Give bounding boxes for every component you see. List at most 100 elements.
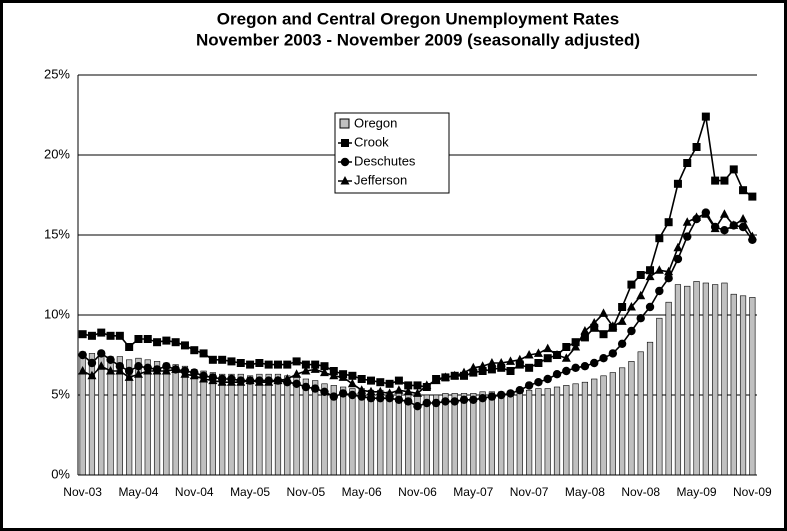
marker — [487, 392, 497, 401]
marker — [78, 366, 88, 375]
marker — [171, 364, 181, 373]
x-tick-label: Nov-09 — [733, 485, 772, 499]
bar — [274, 373, 282, 476]
marker — [608, 321, 618, 330]
marker — [283, 360, 292, 369]
marker — [282, 374, 292, 383]
marker — [190, 346, 199, 355]
bar — [312, 380, 319, 476]
marker — [450, 370, 460, 380]
bar — [646, 341, 654, 476]
marker — [636, 314, 645, 323]
bar — [619, 367, 626, 476]
marker — [617, 339, 627, 348]
bar — [405, 393, 412, 476]
marker — [217, 377, 227, 386]
marker — [478, 361, 488, 370]
bar — [516, 389, 523, 476]
marker — [357, 392, 366, 401]
marker — [654, 265, 664, 274]
bar — [684, 285, 691, 476]
bar — [498, 391, 505, 476]
marker — [245, 375, 255, 385]
bar — [488, 391, 496, 476]
marker — [599, 330, 608, 339]
marker — [134, 335, 143, 343]
marker — [497, 390, 506, 400]
bar — [163, 362, 170, 476]
bar — [181, 365, 189, 476]
bar — [460, 393, 468, 476]
marker — [524, 350, 534, 359]
marker — [320, 387, 329, 396]
marker — [125, 343, 134, 351]
marker — [431, 398, 441, 408]
bar — [321, 383, 328, 476]
marker — [413, 381, 422, 390]
marker — [106, 366, 116, 375]
x-tick-label: Nov-07 — [510, 485, 549, 499]
marker — [255, 359, 264, 367]
bar — [581, 381, 589, 476]
marker — [599, 354, 608, 363]
marker — [506, 356, 516, 365]
bar — [377, 389, 384, 476]
marker — [162, 336, 171, 345]
marker — [78, 330, 87, 339]
marker — [329, 392, 338, 401]
marker — [310, 364, 320, 373]
bar — [451, 393, 458, 476]
bar — [339, 386, 347, 476]
marker — [264, 360, 273, 369]
bar — [544, 388, 551, 476]
marker — [692, 212, 702, 221]
marker — [571, 363, 580, 372]
marker — [673, 179, 682, 188]
marker — [562, 343, 571, 351]
y-tick-label: 0% — [51, 466, 70, 481]
bar — [637, 351, 644, 476]
marker — [227, 357, 236, 366]
marker — [357, 385, 367, 394]
marker — [413, 402, 422, 411]
marker — [143, 335, 152, 343]
bar — [442, 393, 449, 476]
marker — [487, 358, 497, 367]
bar — [191, 369, 198, 476]
chart-subtitle: November 2003 - November 2009 (seasonall… — [196, 30, 640, 49]
marker — [580, 333, 589, 342]
marker — [153, 338, 162, 347]
legend-marker — [341, 139, 349, 147]
bar — [730, 293, 737, 476]
bar — [591, 378, 598, 476]
marker — [431, 375, 441, 385]
marker — [673, 254, 683, 264]
bar — [665, 301, 672, 476]
marker — [701, 209, 711, 218]
marker — [124, 366, 134, 376]
marker — [152, 366, 162, 375]
marker — [664, 266, 674, 276]
marker — [682, 217, 692, 226]
marker — [338, 372, 348, 381]
marker — [394, 395, 404, 404]
marker — [738, 214, 748, 223]
marker — [645, 271, 655, 281]
marker — [254, 377, 264, 386]
marker — [301, 360, 310, 369]
bar — [367, 389, 375, 476]
marker — [617, 316, 627, 325]
marker — [273, 375, 283, 385]
bar — [479, 391, 486, 476]
bar — [535, 388, 542, 476]
marker — [246, 360, 255, 369]
marker — [664, 274, 673, 283]
bar — [600, 375, 607, 476]
marker — [710, 223, 720, 233]
marker — [469, 395, 478, 404]
marker — [469, 368, 478, 377]
bar — [553, 386, 561, 476]
bar — [609, 372, 616, 476]
marker — [748, 192, 757, 201]
bar — [237, 373, 244, 476]
